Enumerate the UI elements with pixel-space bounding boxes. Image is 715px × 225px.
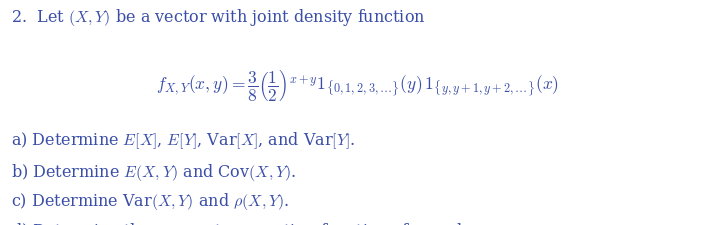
Text: a) Determine $E[X]$, $E[Y]$, Var$[X]$, and Var$[Y]$.: a) Determine $E[X]$, $E[Y]$, Var$[X]$, a… [11,130,355,151]
Text: b) Determine $E(X,Y)$ and Cov$(X,Y)$.: b) Determine $E(X,Y)$ and Cov$(X,Y)$. [11,162,296,183]
Text: 2.  Let $(X,Y)$ be a vector with joint density function: 2. Let $(X,Y)$ be a vector with joint de… [11,7,425,28]
Text: d) Determine the moment-generating function of $X$ and $Y$.: d) Determine the moment-generating funct… [11,220,481,225]
Text: c) Determine Var$(X,Y)$ and $\rho(X,Y)$.: c) Determine Var$(X,Y)$ and $\rho(X,Y)$. [11,191,289,212]
Text: $f_{X,Y}(x,y) = \dfrac{3}{8}\left(\dfrac{1}{2}\right)^{x+y} \mathbf{1}_{\{0,1,2,: $f_{X,Y}(x,y) = \dfrac{3}{8}\left(\dfrac… [156,68,559,104]
